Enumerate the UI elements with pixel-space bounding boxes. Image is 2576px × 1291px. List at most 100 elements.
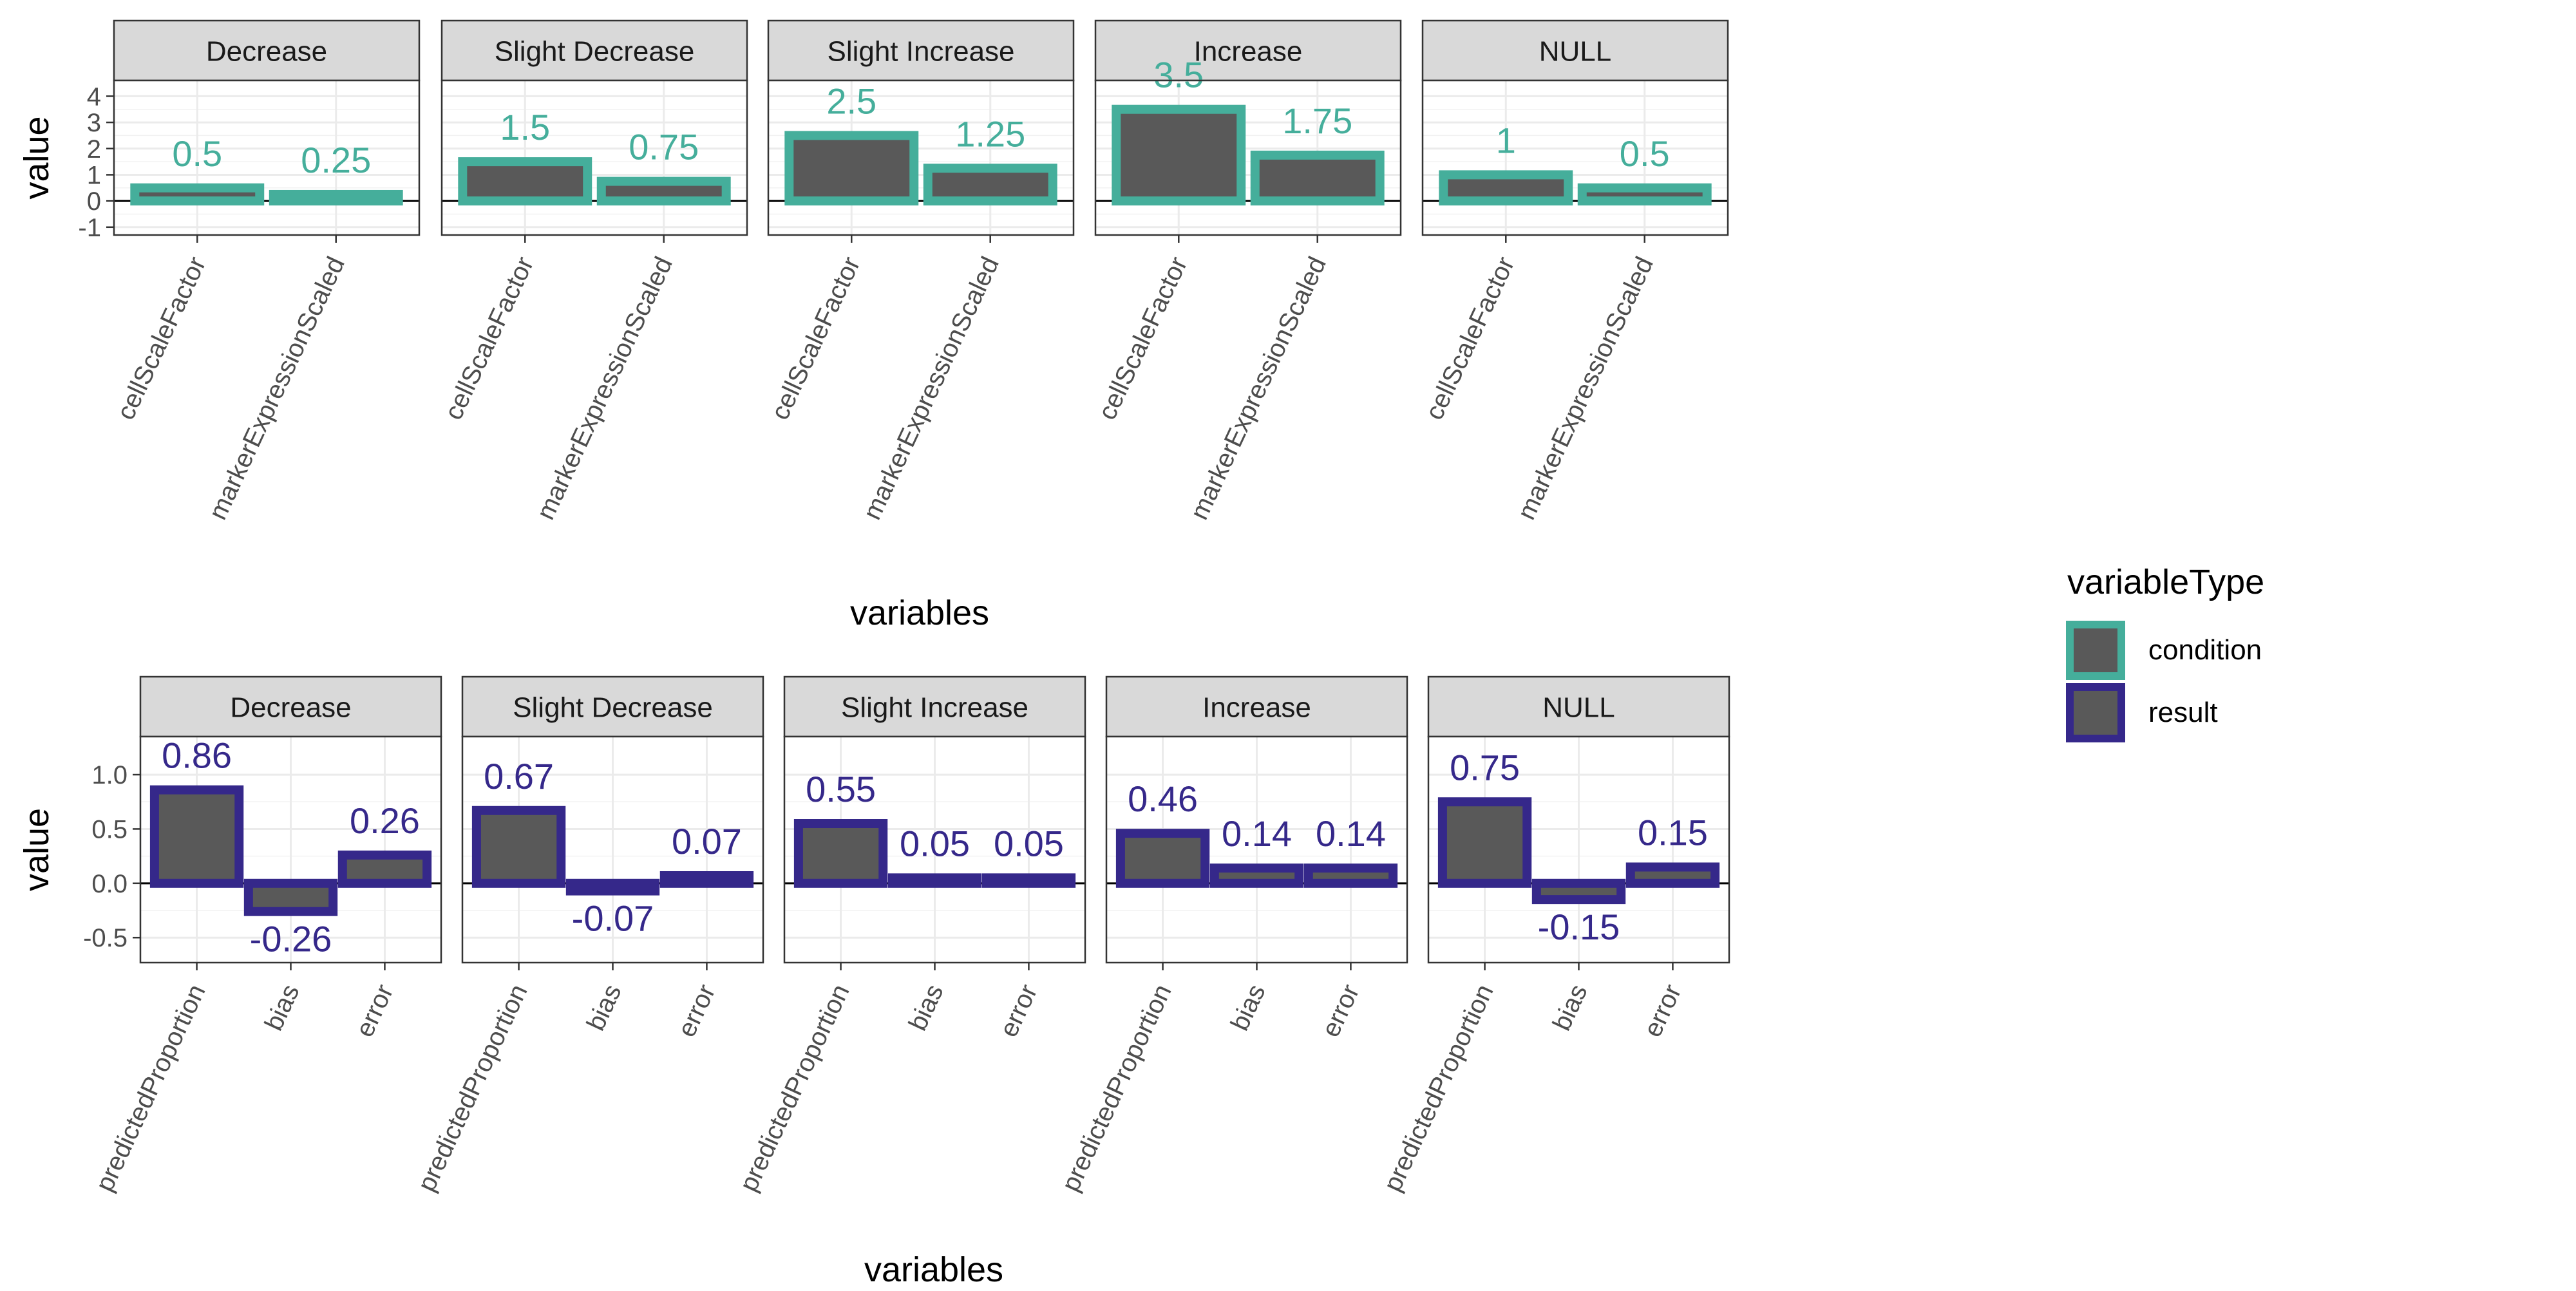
bar [337, 850, 432, 888]
bar [981, 873, 1076, 888]
x-tick-label: predictedProportion [734, 980, 855, 1196]
facet-strip-label: Increase [1202, 692, 1311, 724]
facet-strip [461, 675, 764, 738]
data-label: 0.15 [1638, 813, 1708, 853]
bar [1115, 829, 1210, 888]
x-tick-label: markerExpressionScaled [204, 252, 350, 524]
x-tick-label: bias [1548, 980, 1593, 1035]
facet-strip-label: NULL [1542, 692, 1615, 724]
facet-panel: Slight Decrease 0.67 -0.07 0.07 predictedPro… [412, 675, 764, 1196]
data-label: -0.07 [572, 898, 654, 939]
bar [1439, 170, 1573, 206]
facet-strip-label: Increase [1194, 36, 1303, 68]
facet-strip-label: Slight Increase [827, 36, 1014, 68]
facet-panel: Decrease 0.86 -0.26 0.26 predictedProportion… [90, 675, 442, 1196]
legend: variableType condition result [2066, 563, 2264, 742]
legend-label: condition [2148, 634, 2262, 666]
data-label: 0.5 [1620, 133, 1670, 174]
facet-strip-label: Slight Increase [841, 692, 1028, 724]
bar [1625, 862, 1720, 888]
x-tick-label: error [994, 980, 1043, 1041]
bar [458, 157, 592, 206]
facet-strip-label: Slight Decrease [495, 36, 695, 68]
facet-panel: NULL 1 0.5 cellScaleFactormarkerExpressionS… [1420, 19, 1729, 524]
legend-key [2066, 621, 2125, 680]
x-tick-label: markerExpressionScaled [1512, 252, 1659, 524]
y-tick-label: 0.0 [91, 870, 128, 898]
facet-panel: Slight Increase 0.55 0.05 0.05 predictedProp… [734, 675, 1086, 1196]
data-label: 0.26 [350, 800, 420, 841]
data-label: 0.14 [1222, 813, 1292, 854]
facet-strip [113, 19, 421, 82]
x-tick-label: error [350, 980, 399, 1041]
facet-strip-label: Decrease [230, 692, 351, 724]
data-label: 1.75 [1282, 100, 1352, 141]
data-label: 1.25 [955, 113, 1025, 154]
bar [887, 873, 982, 888]
x-tick-label: predictedProportion [90, 980, 211, 1196]
bar [793, 819, 888, 888]
x-tick-label: cellScaleFactor [439, 252, 539, 424]
y-tick-label: 0.5 [91, 815, 128, 843]
x-axis-title: variables [864, 1250, 1003, 1288]
data-label: 0.05 [994, 823, 1064, 863]
bar [596, 176, 731, 206]
bar [565, 878, 660, 896]
y-axis-title: value [17, 116, 56, 199]
x-axis-title: variables [850, 594, 989, 632]
facet-panel: Slight Increase 2.5 1.25 cellScaleFactormar… [766, 19, 1075, 524]
panel-border [113, 79, 421, 236]
x-tick-label: cellScaleFactor [1420, 252, 1520, 424]
facet-strip-label: NULL [1539, 36, 1612, 68]
data-label: 0.5 [172, 133, 222, 174]
data-label: 0.05 [900, 823, 970, 863]
legend-title: variableType [2067, 563, 2264, 601]
bar [1112, 104, 1246, 206]
bar [1577, 183, 1712, 206]
x-tick-label: markerExpressionScaled [531, 252, 678, 524]
data-label: -0.26 [250, 919, 332, 959]
data-label: 2.5 [826, 80, 876, 121]
bar [1250, 150, 1385, 206]
data-label: 0.25 [301, 140, 371, 180]
y-tick-label: 1.0 [91, 761, 128, 789]
x-tick-label: error [1316, 980, 1365, 1041]
legend-key [2066, 683, 2125, 742]
panel-border [767, 79, 1075, 236]
y-axis-title: value [17, 808, 56, 891]
bar [149, 785, 244, 888]
data-label: 0.55 [806, 769, 876, 809]
panel-border [1094, 79, 1402, 236]
data-label: -0.15 [1538, 907, 1620, 947]
facet-strip [440, 19, 748, 82]
facet-strip [1421, 19, 1729, 82]
x-tick-label: predictedProportion [412, 980, 533, 1196]
legend-label: result [2148, 697, 2218, 728]
bar [1209, 863, 1304, 888]
panel-border [440, 79, 748, 236]
data-label: 3.5 [1153, 55, 1204, 95]
data-label: 0.46 [1128, 778, 1198, 819]
facet-panel: Increase 0.46 0.14 0.14 predictedProportion b… [1056, 675, 1408, 1196]
y-tick-label: -0.5 [83, 924, 128, 952]
y-tick-label: 3 [87, 109, 101, 137]
data-label: 1 [1496, 120, 1516, 160]
x-tick-label: cellScaleFactor [111, 252, 211, 424]
x-tick-label: predictedProportion [1378, 980, 1499, 1196]
data-label: 0.86 [162, 735, 232, 776]
x-tick-label: cellScaleFactor [766, 252, 866, 424]
x-tick-label: bias [582, 980, 627, 1035]
bar [659, 871, 754, 888]
bar [784, 131, 919, 206]
bar [243, 878, 338, 916]
x-tick-label: error [672, 980, 721, 1041]
x-tick-label: cellScaleFactor [1093, 252, 1193, 424]
y-tick-label: 2 [87, 135, 101, 164]
panel-background [114, 80, 419, 235]
data-label: 0.07 [672, 821, 742, 862]
facet-strip [1105, 675, 1408, 738]
bar [1437, 797, 1532, 888]
facet-strip-label: Decrease [206, 36, 327, 68]
facet-strip [1427, 675, 1730, 738]
